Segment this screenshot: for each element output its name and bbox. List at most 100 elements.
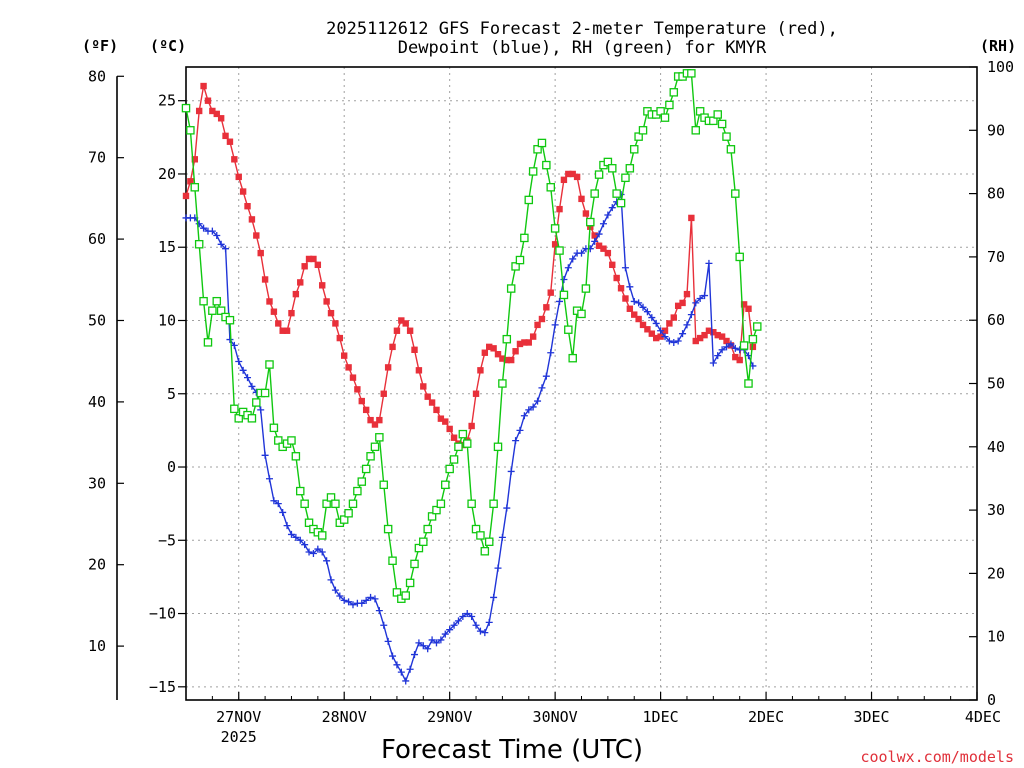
series-line-rh (185, 72, 758, 600)
dewpoint-point (503, 504, 511, 512)
temperature-point (362, 406, 370, 414)
fahrenheit-unit-label: (ºF) (82, 37, 118, 55)
dewpoint-point (498, 533, 506, 541)
dewpoint-point (463, 610, 471, 618)
dewpoint-point (476, 627, 484, 635)
temperature-point (398, 317, 405, 324)
rh-point (436, 499, 446, 509)
temperature-point (653, 334, 660, 342)
x-tick-label: 27NOV (216, 708, 261, 726)
dewpoint-point (292, 533, 300, 541)
rh-point (559, 290, 569, 300)
rh-point (287, 436, 296, 445)
rh-point (296, 486, 305, 496)
dewpoint-point (446, 626, 454, 634)
dewpoint-point (687, 311, 695, 319)
rh-point (471, 524, 481, 534)
dewpoint-point (727, 340, 735, 348)
dewpoint-point (595, 230, 603, 238)
dewpoint-point (239, 366, 247, 374)
dewpoint-point (683, 321, 691, 329)
temperature-point (613, 274, 620, 282)
series-rh (181, 69, 762, 603)
series-dewpoint (182, 190, 757, 685)
rh-point (564, 325, 573, 334)
temperature-point (191, 156, 198, 163)
rh-tick-label: 30 (987, 501, 1005, 519)
rh-point (199, 296, 208, 306)
dewpoint-point (551, 321, 559, 329)
dewpoint-point (424, 645, 432, 653)
rh-point (713, 110, 722, 119)
rh-point (537, 138, 547, 148)
rh-point (625, 164, 635, 173)
dewpoint-point (701, 292, 709, 300)
temperature-point (573, 173, 581, 181)
fahrenheit-tick-label: 70 (88, 149, 106, 167)
temperature-point (341, 352, 348, 359)
dewpoint-point (345, 598, 353, 606)
temperature-point (204, 97, 212, 104)
temperature-point (648, 330, 656, 337)
temperature-point (591, 232, 598, 239)
x-tick-label: 29NOV (427, 708, 472, 726)
temperature-point (705, 327, 713, 334)
temperature-point (723, 337, 730, 345)
rh-point (423, 524, 432, 534)
temperature-point (266, 298, 273, 305)
x-tick-label: 1DEC (643, 708, 679, 726)
temperature-point (490, 345, 497, 352)
temperature-point (696, 334, 704, 342)
x-tick-label: 30NOV (533, 708, 578, 726)
temperature-point (415, 367, 423, 374)
temperature-point (213, 110, 220, 118)
rh-point (744, 379, 753, 388)
rh-point (414, 543, 424, 553)
temperature-point (437, 415, 445, 422)
rh-point (449, 455, 459, 464)
rh-tick-label: 20 (987, 564, 1005, 582)
dewpoint-point (301, 541, 309, 549)
dewpoint-point (604, 211, 612, 219)
temperature-point (279, 327, 286, 334)
dewpoint-point (643, 308, 651, 316)
rh-tick-label: 0 (987, 691, 996, 709)
rh-point (300, 499, 309, 509)
celsius-tick-label: 20 (158, 165, 176, 183)
dewpoint-point (692, 299, 700, 307)
temperature-point (525, 339, 532, 346)
rh-point (366, 452, 375, 461)
dewpoint-point (222, 245, 230, 253)
temperature-point (494, 350, 502, 358)
rh-point (467, 499, 476, 509)
dewpoint-point (639, 303, 647, 311)
rh-point (462, 439, 472, 448)
temperature-point (231, 156, 238, 163)
temperature-point (657, 333, 664, 340)
rh-point (480, 546, 490, 556)
rh-point (726, 145, 736, 154)
rh-point (225, 315, 235, 325)
rh-point (520, 233, 529, 243)
temperature-point (376, 416, 383, 424)
rh-point (401, 591, 410, 600)
rh-point (326, 493, 336, 502)
rh-point (493, 442, 503, 452)
temperature-point (222, 132, 229, 140)
rh-point (265, 360, 274, 369)
temperature-point (200, 82, 207, 90)
rh-point (691, 126, 701, 135)
temperature-point (639, 321, 647, 329)
temperature-point (507, 356, 515, 364)
temperature-point (420, 383, 427, 390)
dewpoint-point (283, 522, 291, 530)
dewpoint-point (309, 549, 317, 557)
credit-text: coolwx.com/models (860, 748, 1014, 766)
rh-point (317, 531, 327, 540)
dewpoint-point (652, 319, 660, 327)
temperature-point (534, 321, 541, 329)
temperature-point (305, 255, 313, 263)
temperature-point (499, 355, 506, 362)
dewpoint-point (714, 352, 722, 360)
